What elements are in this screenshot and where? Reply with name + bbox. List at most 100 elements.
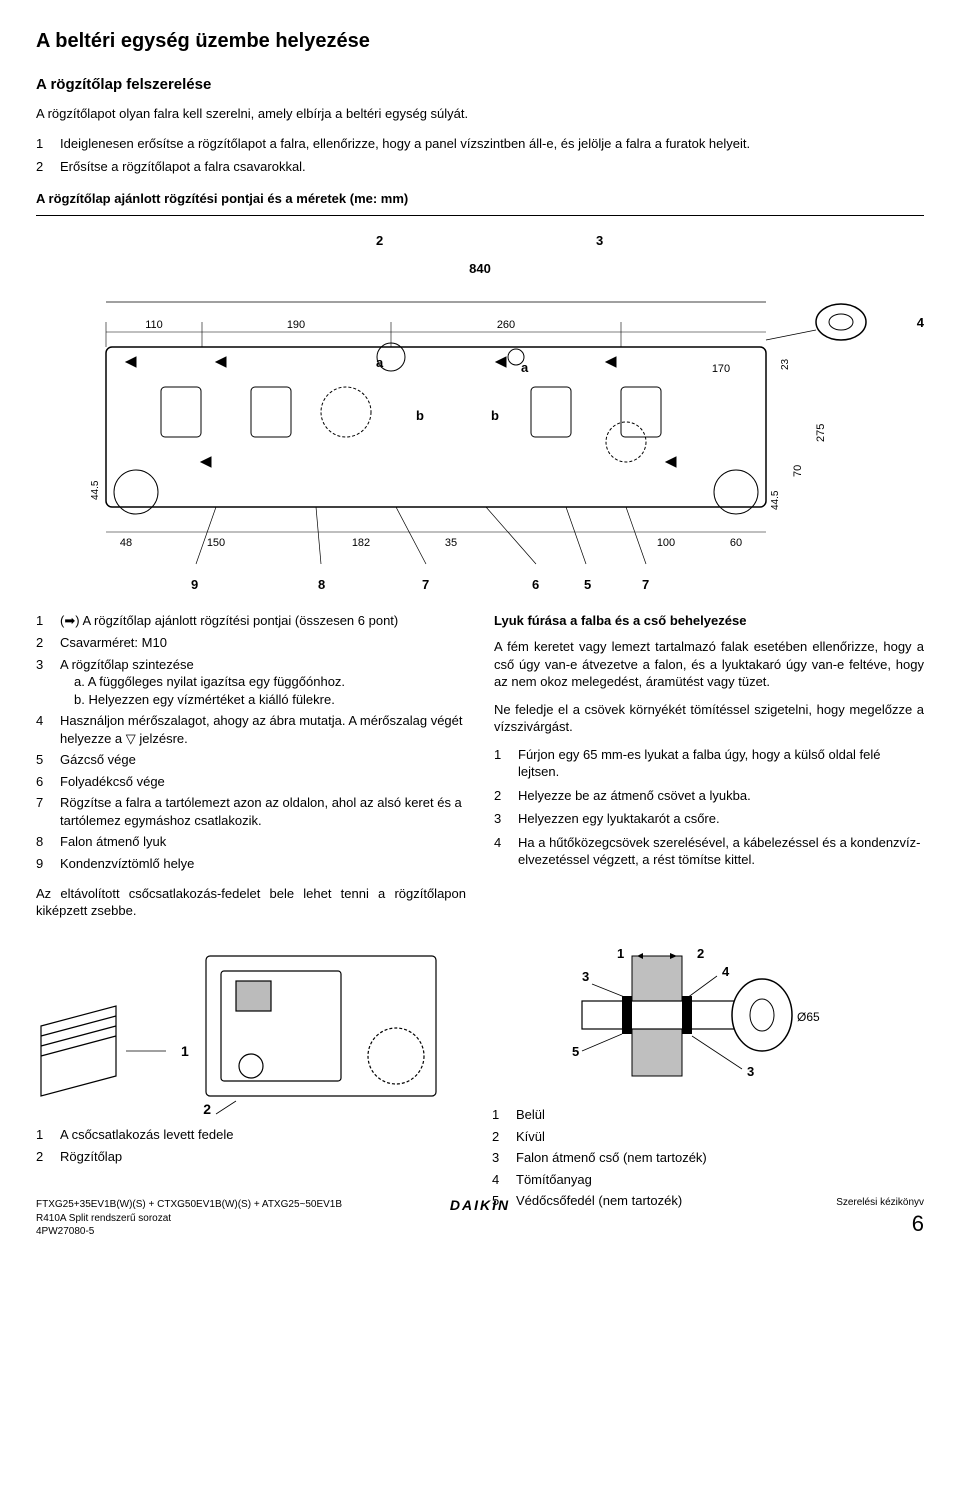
legend-num: 1: [492, 1106, 516, 1124]
footer-left: FTXG25+35EV1B(W)(S) + CTXG50EV1B(W)(S) +…: [36, 1198, 342, 1239]
svg-text:a: a: [521, 360, 529, 375]
svg-text:60: 60: [730, 537, 742, 549]
footer-right: Szerelési kézikönyv 6: [836, 1196, 924, 1239]
callout-5: 5: [584, 576, 591, 594]
legend-text: Belül: [516, 1106, 924, 1124]
legend-num: 2: [36, 634, 60, 652]
footer-series: R410A Split rendszerű sorozat: [36, 1212, 342, 1226]
diagram-title: A rögzítőlap ajánlott rögzítési pontjai …: [36, 190, 924, 208]
callout-2: 2: [376, 232, 383, 250]
footer-docnum: 4PW27080-5: [36, 1225, 342, 1239]
page-footer: FTXG25+35EV1B(W)(S) + CTXG50EV1B(W)(S) +…: [36, 1196, 924, 1239]
legend-num: 1: [36, 612, 60, 630]
page-number: 6: [836, 1209, 924, 1239]
legend-num: 5: [36, 751, 60, 769]
section-heading: A rögzítőlap felszerelése: [36, 75, 924, 95]
legend-num: 4: [36, 712, 60, 747]
dim-190: 190: [287, 319, 305, 331]
mounting-plate-diagram: 2 3 840 4 110 190 260: [36, 232, 924, 592]
step-text: Helyezze be az átmenő csövet a lyukba.: [518, 787, 924, 805]
svg-text:44.5: 44.5: [770, 491, 781, 511]
svg-text:b: b: [416, 408, 424, 423]
footer-doc-title: Szerelési kézikönyv: [836, 1196, 924, 1210]
dim-top: 840: [469, 261, 491, 276]
legend-num: 2: [492, 1128, 516, 1146]
right-paragraph: A fém keretet vagy lemezt tartalmazó fal…: [494, 638, 924, 691]
cover-legend: 1 A csőcsatlakozás levett fedele 2 Rögzí…: [36, 1126, 468, 1165]
legend-text: Gázcső vége: [60, 751, 466, 769]
step-text: Fúrjon egy 65 mm-es lyukat a falba úgy, …: [518, 746, 924, 781]
step-text: Helyezzen egy lyuktakarót a csőre.: [518, 810, 924, 828]
legend-num: 7: [36, 794, 60, 829]
step-number: 2: [36, 158, 60, 176]
callout-3: 3: [596, 232, 603, 250]
hole-svg: 1 2 3 4 5 3 Ø65: [492, 946, 852, 1096]
legend-num: 2: [36, 1148, 60, 1166]
callout-9: 9: [191, 576, 198, 594]
svg-text:3: 3: [747, 1064, 754, 1079]
step-text: Erősítse a rögzítőlapot a falra csavarok…: [60, 158, 924, 176]
footer-model: FTXG25+35EV1B(W)(S) + CTXG50EV1B(W)(S) +…: [36, 1198, 342, 1212]
svg-text:2: 2: [203, 1101, 211, 1116]
legend-text: Kívül: [516, 1128, 924, 1146]
svg-text:70: 70: [792, 465, 804, 477]
svg-text:170: 170: [712, 363, 730, 375]
legend-num: 3: [492, 1149, 516, 1167]
svg-text:150: 150: [207, 537, 225, 549]
svg-text:100: 100: [657, 537, 675, 549]
legend-sub-b: b. Helyezzen egy vízmértéket a kiálló fü…: [60, 691, 466, 709]
callout-8: 8: [318, 576, 325, 594]
right-heading: Lyuk fúrása a falba és a cső behelyezése: [494, 612, 924, 630]
footer-logo: DAIKIN: [450, 1196, 510, 1215]
legend-num: 4: [492, 1171, 516, 1189]
right-column: Lyuk fúrása a falba és a cső behelyezése…: [494, 612, 924, 929]
svg-text:48: 48: [120, 537, 132, 549]
svg-text:5: 5: [572, 1044, 579, 1059]
step-number: 2: [494, 787, 518, 805]
legend-text: (➡) A rögzítőlap ajánlott rögzítési pont…: [60, 612, 466, 630]
legend-text: Falon átmenő lyuk: [60, 833, 466, 851]
step-number: 1: [494, 746, 518, 781]
legend-text: A rögzítőlap szintezése a. A függőleges …: [60, 656, 466, 709]
legend-text: Csavarméret: M10: [60, 634, 466, 652]
plate-svg: 110 190 260: [66, 292, 886, 572]
svg-text:23: 23: [780, 359, 791, 371]
step-text: Ha a hűtőközegcsövek szerelésével, a káb…: [518, 834, 924, 869]
svg-text:1: 1: [181, 1043, 189, 1059]
left-column: 1 (➡) A rögzítőlap ajánlott rögzítési po…: [36, 612, 466, 929]
svg-text:Ø65: Ø65: [797, 1010, 820, 1024]
svg-text:b: b: [491, 408, 499, 423]
svg-text:2: 2: [697, 946, 704, 961]
wall-hole-diagram: 1 2 3 4 5 3 Ø65 1 Belül 2 Kívül 3 Falon …: [492, 946, 924, 1126]
install-steps: 1 Ideiglenesen erősítse a rögzítőlapot a…: [36, 135, 924, 176]
dim-110: 110: [145, 319, 163, 331]
page-title: A beltéri egység üzembe helyezése: [36, 28, 924, 55]
svg-text:182: 182: [352, 537, 370, 549]
legend-num: 1: [36, 1126, 60, 1144]
legend-num: 3: [36, 656, 60, 709]
callout-4: 4: [917, 314, 924, 332]
note-pocket: Az eltávolított csőcsatlakozás-fedelet b…: [36, 885, 466, 920]
hole-legend: 1 Belül 2 Kívül 3 Falon átmenő cső (nem …: [492, 1106, 924, 1210]
svg-text:4: 4: [722, 964, 730, 979]
step-number: 3: [494, 810, 518, 828]
legend-text: A csőcsatlakozás levett fedele: [60, 1126, 468, 1144]
step-number: 1: [36, 135, 60, 153]
step-number: 4: [494, 834, 518, 869]
legend-text: Kondenzvíztömlő helye: [60, 855, 466, 873]
svg-text:a: a: [376, 355, 384, 370]
diagram-legend-left: 1 (➡) A rögzítőlap ajánlott rögzítési po…: [36, 612, 466, 872]
step-text: Ideiglenesen erősítse a rögzítőlapot a f…: [60, 135, 924, 153]
divider: [36, 215, 924, 216]
svg-text:1: 1: [617, 946, 624, 961]
svg-text:44.5: 44.5: [90, 481, 101, 501]
svg-text:35: 35: [445, 537, 457, 549]
callout-7: 7: [422, 576, 429, 594]
svg-text:275: 275: [815, 424, 827, 442]
legend-text: Tömítőanyag: [516, 1171, 924, 1189]
legend-text: Használjon mérőszalagot, ahogy az ábra m…: [60, 712, 466, 747]
legend-sub-a: a. A függőleges nyilat igazítsa egy függ…: [60, 673, 466, 691]
legend-text: Rögzítse a falra a tartólemezt azon az o…: [60, 794, 466, 829]
svg-text:3: 3: [582, 969, 589, 984]
right-paragraph: Ne feledje el a csövek környékét tömítés…: [494, 701, 924, 736]
